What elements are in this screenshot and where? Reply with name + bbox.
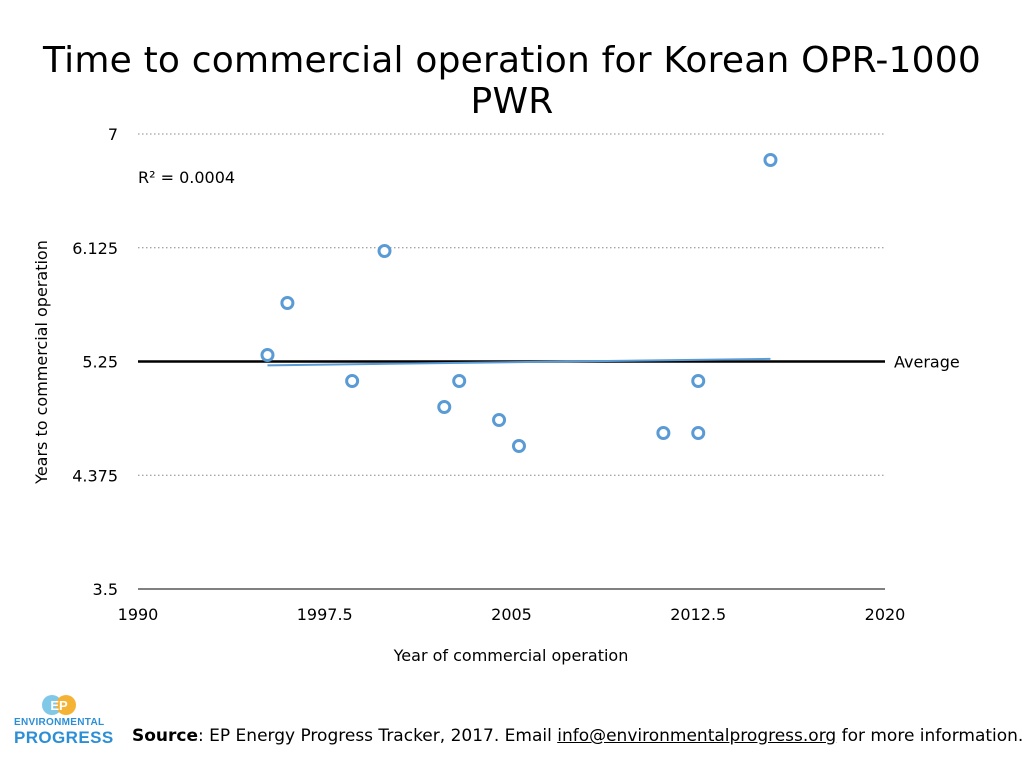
r-squared-label: R² = 0.0004 (138, 168, 235, 187)
x-tick-label: 2020 (865, 605, 906, 624)
data-point (437, 400, 452, 414)
average-label: Average (894, 353, 960, 372)
data-point (492, 413, 507, 427)
data-point (377, 244, 392, 258)
x-tick-label: 1990 (118, 605, 159, 624)
data-point (260, 348, 275, 362)
y-axis-ticks: 3.5 4.375 5.25 6.125 7 (72, 125, 118, 599)
y-tick-label: 5.25 (82, 353, 118, 372)
ep-badge-icon: EP (42, 695, 76, 715)
y-tick-label: 4.375 (72, 466, 118, 485)
x-axis-label: Year of commercial operation (393, 646, 629, 665)
source-text: : EP Energy Progress Tracker, 2017. Emai… (198, 726, 558, 746)
data-point (691, 374, 706, 388)
y-tick-label: 7 (108, 125, 118, 144)
data-point (763, 153, 778, 167)
y-tick-label: 6.125 (72, 239, 118, 258)
logo-word-environmental: ENVIRONMENTAL (14, 717, 105, 728)
source-label: Source (132, 726, 199, 746)
data-point (452, 374, 467, 388)
x-tick-label: 1997.5 (297, 605, 353, 624)
source-suffix: for more information. (836, 726, 1024, 746)
scatter-chart: 3.5 4.375 5.25 6.125 7 1990 1997.5 2005 2012.5 2… (32, 125, 960, 665)
svg-text:EP: EP (50, 698, 68, 713)
trendline (267, 357, 771, 367)
source-note: Source: EP Energy Progress Tracker, 2017… (132, 726, 1023, 746)
data-point (280, 296, 295, 310)
x-axis-ticks: 1990 1997.5 2005 2012.5 2020 (118, 605, 906, 624)
data-point (511, 439, 526, 453)
email-link[interactable]: info@environmentalprogress.org (557, 726, 837, 746)
chart-title: Time to commercial operation for Korean … (43, 40, 981, 122)
data-point (345, 374, 360, 388)
y-axis-label: Years to commercial operation (32, 240, 51, 485)
y-tick-label: 3.5 (93, 580, 118, 599)
data-points (260, 153, 778, 453)
logo-word-progress: PROGRESS (14, 728, 114, 747)
data-point (656, 426, 671, 440)
environmental-progress-logo: EP ENVIRONMENTAL PROGRESS (14, 694, 114, 754)
data-point (691, 426, 706, 440)
x-tick-label: 2005 (491, 605, 532, 624)
trendline-group (267, 357, 771, 367)
x-tick-label: 2012.5 (670, 605, 726, 624)
